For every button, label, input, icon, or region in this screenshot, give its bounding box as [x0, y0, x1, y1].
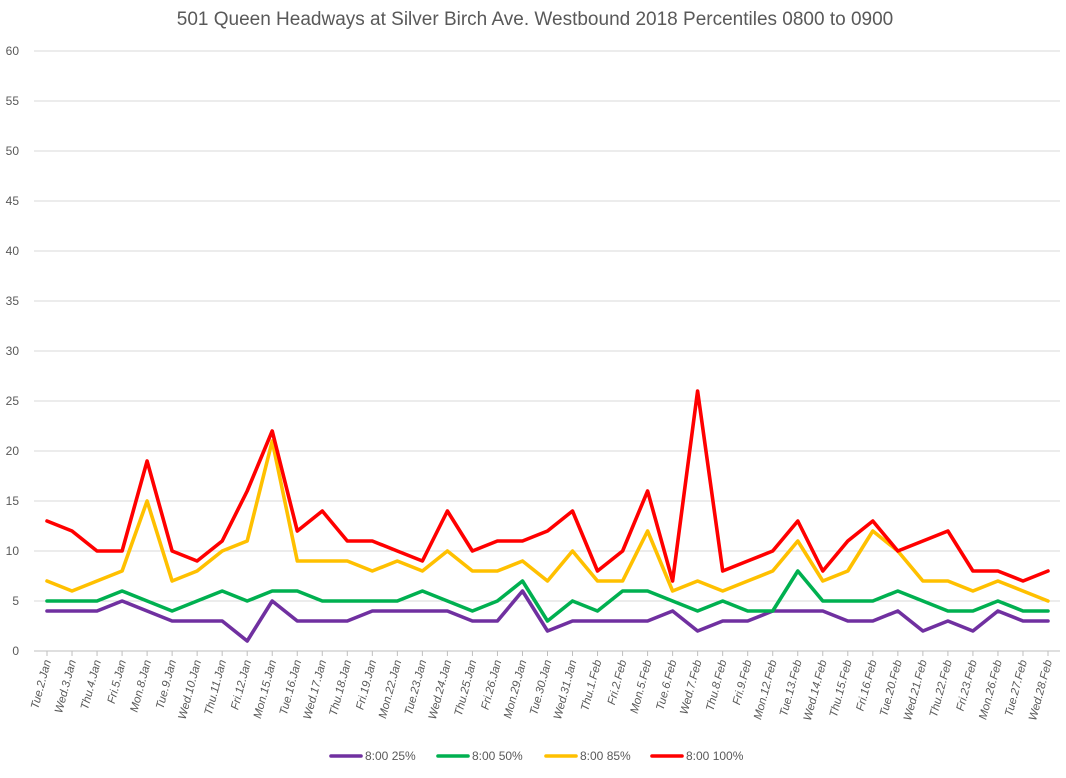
y-tick-label: 5: [12, 594, 19, 608]
y-tick-label: 0: [12, 644, 19, 658]
x-tick-label: Fri.26.Jan: [480, 659, 505, 712]
series-line-3: [45, 439, 1050, 603]
x-tick-label: Tue.9.Jan: [154, 659, 179, 711]
x-tick-label: Fri.19.Jan: [354, 659, 379, 712]
y-tick-label: 55: [6, 94, 20, 108]
y-tick-label: 25: [6, 394, 20, 408]
x-tick-label: Wed.3.Jan: [53, 659, 79, 715]
x-tick-label: Wed.17.Jan: [302, 659, 329, 721]
x-tick-label: Thu.4.Jan: [79, 659, 104, 712]
x-tick-label: Tue.23.Jan: [403, 659, 429, 717]
series-lines: [45, 389, 1050, 643]
y-tick-label: 60: [6, 44, 20, 58]
x-tick-label: Thu.1.Feb: [579, 658, 604, 712]
x-tick-label: Wed.21.Feb: [902, 658, 930, 722]
y-tick-label: 20: [6, 444, 20, 458]
x-tick-label: Tue.27.Feb: [1003, 658, 1030, 718]
y-tick-label: 10: [6, 544, 20, 558]
series-line-2: [45, 569, 1050, 623]
x-tick-label: Mon.5.Feb: [629, 658, 655, 715]
x-tick-label: Wed.31.Jan: [552, 659, 579, 721]
x-tick-label: Wed.7.Feb: [678, 658, 704, 716]
x-tick-label: Wed.14.Feb: [802, 658, 830, 722]
x-axis-ticks: Tue.2.Jan Wed.3.Jan Thu.4.Jan Fri.5.Jan Mon.…: [29, 651, 1055, 722]
y-tick-label: 30: [6, 344, 20, 358]
x-tick-label: Thu.15.Feb: [828, 658, 855, 718]
y-axis-ticks: 0 5 10 15 20 25 30 35 40 45 50 55 60: [6, 44, 20, 658]
legend-label-3: 8:00 85%: [580, 749, 631, 763]
legend-label-1: 8:00 25%: [365, 749, 416, 763]
x-tick-label: Mon.22.Jan: [377, 659, 404, 720]
x-tick-label: Tue.20.Feb: [878, 658, 905, 718]
x-tick-label: Wed.28.Feb: [1027, 658, 1055, 722]
series-line-1: [45, 589, 1050, 643]
y-tick-label: 35: [6, 294, 20, 308]
x-tick-label: Tue.30.Jan: [528, 659, 554, 717]
x-tick-label: Fri.23.Feb: [955, 658, 980, 712]
x-tick-label: Tue.16.Jan: [278, 659, 304, 717]
series-line-4: [45, 389, 1050, 583]
chart-title: 501 Queen Headways at Silver Birch Ave. …: [177, 9, 893, 30]
x-tick-label: Tue.2.Jan: [29, 659, 54, 711]
x-tick-label: Thu.18.Jan: [328, 659, 354, 718]
x-tick-label: Tue.13.Feb: [778, 658, 805, 718]
x-tick-label: Thu.25.Jan: [453, 659, 479, 718]
x-tick-label: Wed.24.Jan: [427, 659, 454, 721]
x-tick-label: Thu.8.Feb: [704, 658, 729, 712]
x-tick-label: Mon.12.Feb: [752, 658, 780, 721]
x-tick-label: Mon.26.Feb: [977, 658, 1005, 721]
gridlines: [34, 50, 1060, 652]
x-tick-label: Thu.22.Feb: [928, 658, 955, 718]
x-tick-label: Tue.6.Feb: [655, 658, 680, 711]
y-tick-label: 15: [6, 494, 20, 508]
x-tick-label: Mon.29.Jan: [502, 659, 529, 720]
legend-label-2: 8:00 50%: [472, 749, 523, 763]
x-tick-label: Wed.10.Jan: [177, 659, 204, 721]
legend-label-4: 8:00 100%: [686, 749, 744, 763]
x-tick-label: Mon.15.Jan: [252, 659, 279, 720]
x-tick-label: Thu.11.Jan: [203, 659, 229, 717]
legend: 8:00 25% 8:00 50% 8:00 85% 8:00 100%: [329, 749, 744, 763]
y-tick-label: 50: [6, 144, 20, 158]
x-tick-label: Fri.12.Jan: [229, 659, 254, 712]
y-tick-label: 40: [6, 244, 20, 258]
x-tick-label: Fri.9.Feb: [731, 658, 755, 706]
x-tick-label: Fri.2.Feb: [606, 658, 630, 706]
x-tick-label: Fri.16.Feb: [855, 658, 880, 712]
x-tick-label: Fri.5.Jan: [106, 659, 129, 705]
x-tick-label: Mon.8.Jan: [129, 659, 154, 714]
y-tick-label: 45: [6, 194, 20, 208]
